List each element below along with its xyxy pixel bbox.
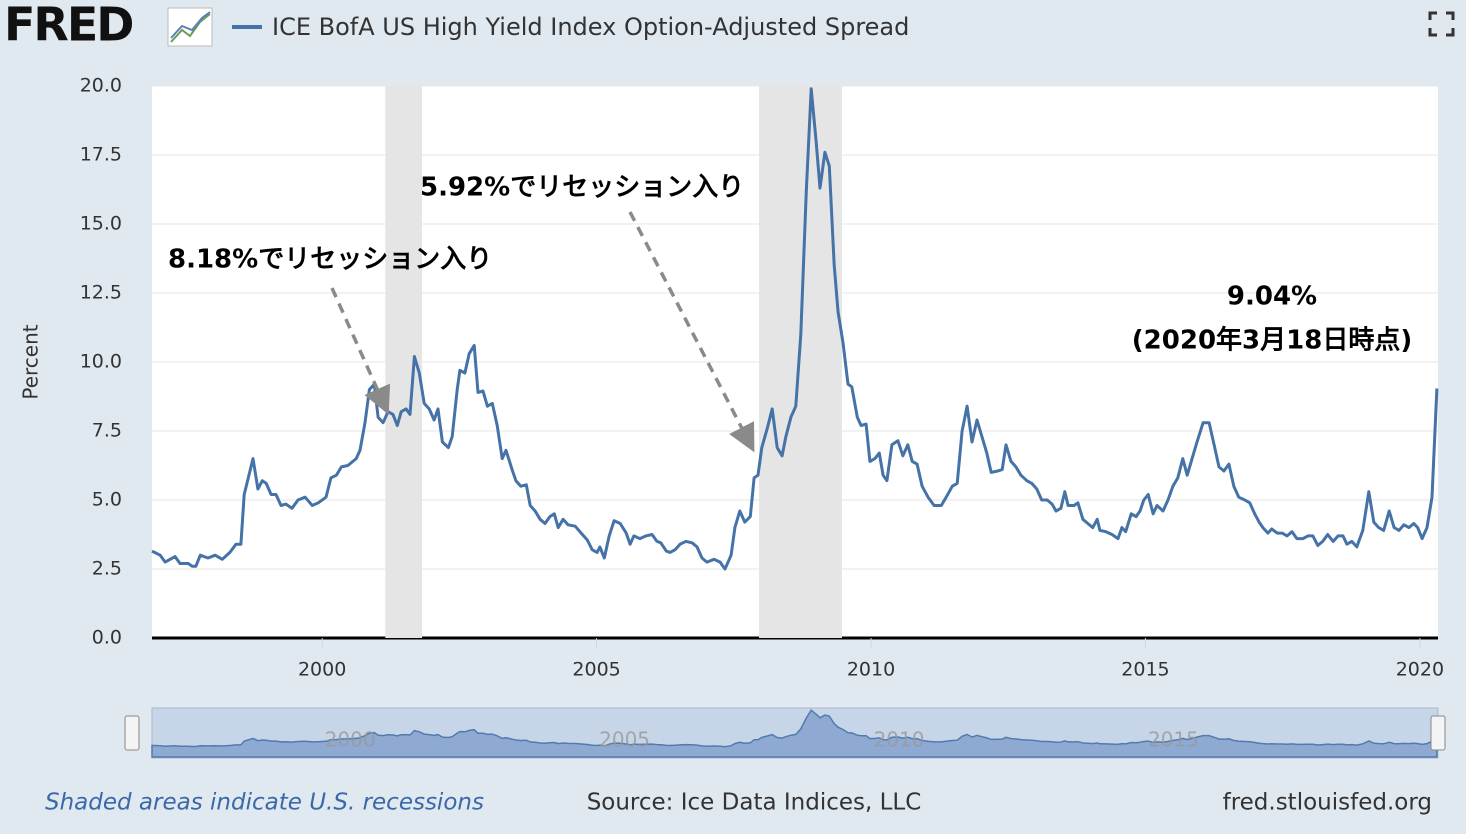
annotation: (2020年3月18日時点) <box>1132 325 1412 356</box>
y-tick-label: 7.5 <box>92 420 122 442</box>
x-tick-label: 2005 <box>572 659 620 681</box>
legend-label: ICE BofA US High Yield Index Option-Adju… <box>272 13 909 41</box>
x-tick-label: 2010 <box>847 659 895 681</box>
annotation: 9.04% <box>1227 282 1317 312</box>
x-tick-label: 2000 <box>298 659 346 681</box>
y-tick-label: 12.5 <box>80 282 122 304</box>
y-tick-label: 2.5 <box>92 558 122 580</box>
arrow <box>330 287 391 415</box>
x-tick-label: 2015 <box>1121 659 1169 681</box>
navigator-label: 2005 <box>599 728 650 752</box>
y-axis-label: Percent <box>19 324 43 399</box>
y-tick-label: 20.0 <box>80 75 122 97</box>
y-tick-label: 17.5 <box>80 144 122 166</box>
logo: FRED <box>4 0 132 52</box>
y-tick-label: 0.0 <box>92 627 122 649</box>
recession-note: Shaded areas indicate U.S. recessions <box>45 790 484 816</box>
navigator-series <box>151 709 1438 758</box>
navigator-handle[interactable] <box>124 715 140 751</box>
y-tick-label: 15.0 <box>80 213 122 235</box>
x-tick-label: 2020 <box>1396 659 1444 681</box>
fullscreen-icon[interactable] <box>1428 11 1455 37</box>
arrow <box>628 211 755 453</box>
logo-icon <box>167 7 213 47</box>
recession-band <box>759 86 842 638</box>
navigator-label: 2000 <box>325 728 376 752</box>
navigator-label: 2010 <box>874 728 925 752</box>
site: fred.stlouisfed.org <box>1223 790 1432 816</box>
annotation: 5.92%でリセッション入り <box>420 173 744 203</box>
source: Source: Ice Data Indices, LLC <box>587 790 922 816</box>
series-line <box>151 87 1439 571</box>
annotation: 8.18%でリセッション入り <box>168 245 492 275</box>
y-tick-label: 5.0 <box>92 489 122 511</box>
y-tick-label: 10.0 <box>80 351 122 373</box>
navigator-label: 2015 <box>1148 728 1199 752</box>
navigator-handle[interactable] <box>1430 715 1446 751</box>
